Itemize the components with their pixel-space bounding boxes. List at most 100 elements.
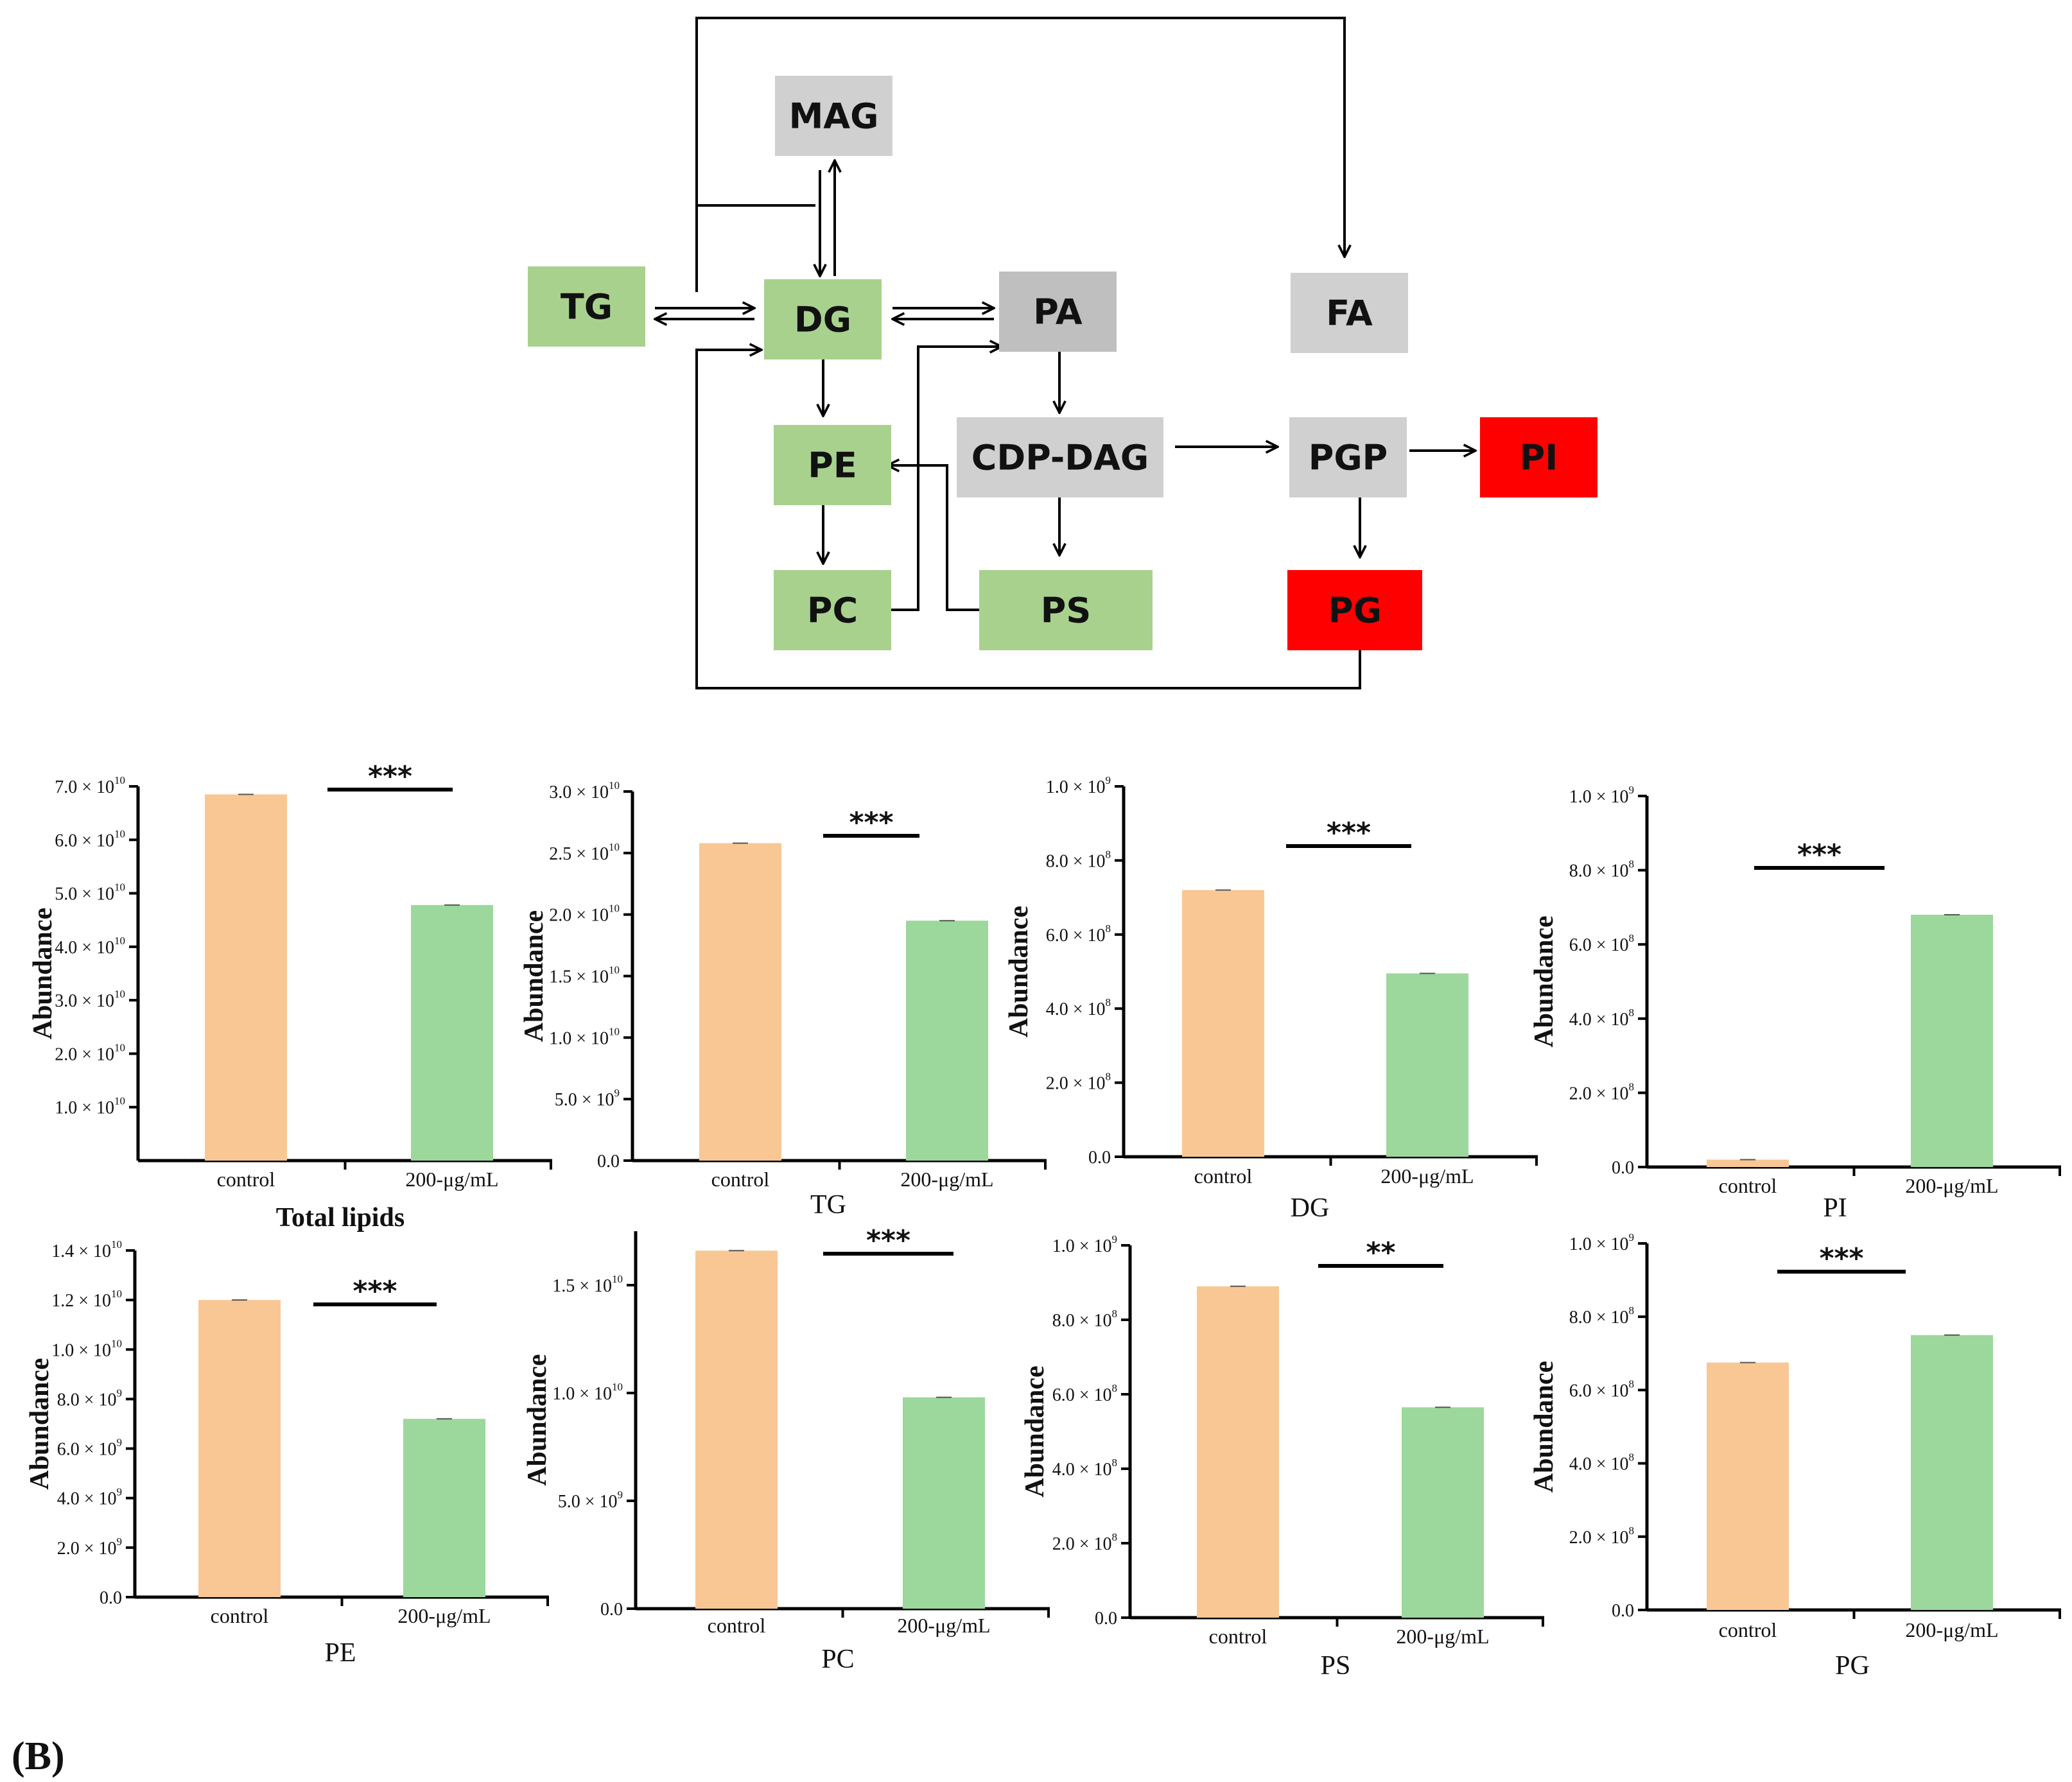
significance-marker: *** — [866, 1224, 910, 1257]
y-tick-mantissa: 1.0 — [552, 1384, 575, 1404]
y-tick-times: × 10 — [1068, 851, 1106, 871]
y-tick-mantissa: 1.5 — [549, 967, 571, 987]
category-label: control — [1719, 1618, 1777, 1641]
bar-treated — [411, 904, 493, 1161]
pathway-node-box — [1289, 417, 1407, 497]
pathway-node-label: PI — [1520, 438, 1558, 478]
y-tick-exponent: 8 — [1629, 1080, 1635, 1093]
connector-pc-pa — [891, 347, 1002, 611]
category-label: 200-μg/mL — [397, 1604, 491, 1627]
significance-marker: *** — [1819, 1242, 1863, 1275]
y-tick-exponent: 8 — [1629, 1451, 1635, 1464]
y-tick-exponent: 8 — [1629, 1304, 1635, 1317]
pathway-node-mag: MAG — [775, 76, 892, 156]
y-tick-mantissa: 1.2 — [51, 1291, 74, 1311]
category-label: control — [217, 1168, 275, 1191]
pathway-nodes: MAG TG DG PA FA PE CDP-DAG PGP PI PC PS PG — [528, 76, 1598, 650]
pathway-node-label: TG — [561, 287, 613, 327]
pathway-node-cdpdag: CDP-DAG — [957, 417, 1163, 497]
y-tick-label: 1.0 × 1010 — [549, 1025, 620, 1048]
pathway-node-label: PS — [1041, 591, 1091, 631]
y-tick-label: 2.0 × 1010 — [55, 1041, 125, 1064]
chart-title: Total lipids — [276, 1203, 405, 1233]
y-tick-times: × 10 — [1075, 1311, 1112, 1331]
pathway-node-ps: PS — [979, 570, 1153, 650]
y-tick-exponent: 9 — [117, 1535, 123, 1548]
pathway-node-label: PGP — [1309, 438, 1388, 478]
y-tick-mantissa: 4.0 — [1052, 1460, 1075, 1480]
y-tick-mantissa: 2.0 — [55, 1044, 77, 1064]
pathway-node-box — [775, 76, 892, 156]
y-tick-label: 1.0 × 109 — [1052, 1233, 1117, 1256]
y-tick-mantissa: 1.0 — [1569, 787, 1592, 807]
y-axis-label: Abundance — [1004, 906, 1034, 1037]
y-axis-label: Abundance — [519, 910, 549, 1042]
y-tick-exponent: 8 — [1629, 858, 1635, 870]
y-tick-times: × 10 — [77, 938, 114, 958]
y-tick-exponent: 9 — [1629, 1231, 1635, 1243]
y-tick-label: 0.0 — [1095, 1609, 1117, 1629]
y-tick-mantissa: 8.0 — [1046, 851, 1068, 871]
y-tick-label: 1.0 × 1010 — [55, 1095, 125, 1118]
y-tick-mantissa: 2.0 — [1569, 1084, 1592, 1103]
y-tick-mantissa: 2.0 — [549, 906, 571, 926]
y-axis-label: Abundance — [523, 1354, 552, 1485]
y-tick-label: 1.0 × 1010 — [51, 1337, 122, 1360]
bar-treated — [903, 1397, 985, 1609]
y-tick-mantissa: 4.0 — [1569, 1010, 1592, 1030]
y-tick-times: × 10 — [1592, 1010, 1629, 1030]
y-tick-times: × 10 — [77, 777, 114, 797]
pathway-node-box — [1287, 570, 1422, 650]
y-tick-times: × 10 — [80, 1489, 117, 1509]
pathway-connectors — [655, 17, 1476, 689]
y-tick-mantissa: 8.0 — [1569, 1308, 1592, 1328]
y-tick-exponent: 10 — [111, 1337, 122, 1349]
y-tick-times: × 10 — [77, 991, 114, 1011]
y-tick-label: 6.0 × 1010 — [55, 827, 125, 851]
y-tick-mantissa: 4.0 — [57, 1489, 80, 1509]
pathway-node-box — [1291, 273, 1408, 353]
y-tick-label: 8.0 × 109 — [57, 1387, 122, 1410]
y-tick-exponent: 10 — [609, 841, 620, 853]
pathway-node-label: DG — [794, 300, 851, 340]
y-tick-mantissa: 8.0 — [1052, 1311, 1075, 1331]
y-tick-exponent: 9 — [117, 1387, 123, 1399]
y-tick-exponent: 10 — [612, 1381, 623, 1393]
pathway-node-pg: PG — [1287, 570, 1422, 650]
pathway-node-label: PG — [1328, 591, 1382, 631]
y-tick-mantissa: 5.0 — [555, 1090, 577, 1110]
category-label: 200-μg/mL — [900, 1168, 993, 1191]
y-tick-times: × 10 — [1592, 1234, 1629, 1254]
y-tick-exponent: 8 — [1106, 996, 1111, 1008]
y-tick-label: 1.2 × 1010 — [51, 1288, 122, 1311]
y-tick-label: 4.0 × 109 — [57, 1486, 122, 1509]
significance-marker: *** — [849, 806, 893, 839]
y-tick-mantissa: 6.0 — [1052, 1385, 1075, 1405]
y-tick-mantissa: 6.0 — [1569, 1381, 1592, 1401]
bar-treated — [1911, 914, 1993, 1167]
y-tick-times: × 10 — [77, 1044, 114, 1064]
y-tick-times: × 10 — [571, 967, 609, 987]
y-tick-mantissa: 1.0 — [55, 1098, 77, 1118]
y-axis-label: Abundance — [28, 908, 58, 1039]
y-tick-exponent: 8 — [1106, 1071, 1111, 1083]
y-tick-mantissa: 0.0 — [1095, 1609, 1117, 1629]
y-tick-label: 0.0 — [100, 1588, 122, 1608]
y-tick-times: × 10 — [1592, 1381, 1629, 1401]
y-tick-exponent: 10 — [114, 988, 125, 1000]
y-tick-label: 0.0 — [597, 1152, 620, 1172]
y-tick-mantissa: 0.0 — [1088, 1148, 1111, 1168]
significance-marker: *** — [1327, 817, 1371, 849]
bar-treated — [1402, 1407, 1484, 1618]
y-tick-exponent: 8 — [1629, 1007, 1635, 1019]
y-tick-times: × 10 — [1592, 1455, 1629, 1475]
y-tick-mantissa: 0.0 — [1612, 1158, 1634, 1178]
bar-control — [1197, 1286, 1279, 1618]
y-tick-mantissa: 7.0 — [55, 777, 77, 797]
y-tick-label: 4.0 × 108 — [1569, 1451, 1634, 1475]
pathway-node-label: MAG — [789, 96, 879, 137]
pathway-node-label: CDP-DAG — [971, 438, 1149, 478]
bar-control — [699, 843, 781, 1161]
